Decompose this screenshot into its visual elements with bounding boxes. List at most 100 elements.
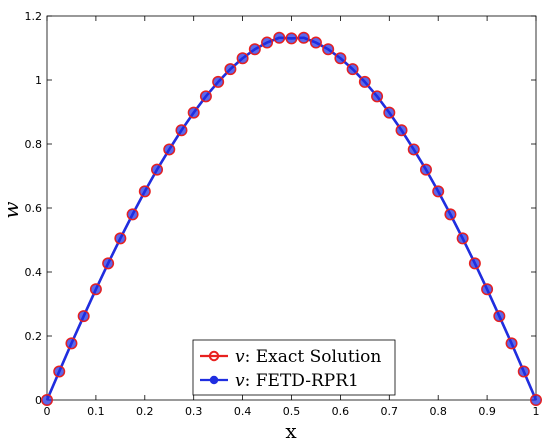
data-point-exact [517,365,530,378]
data-point-fetd [519,366,529,377]
y-tick-label: 1.2 [25,10,43,23]
data-point-fetd [274,33,284,43]
x-tick-label: 0.5 [283,405,301,418]
y-tick-label: 0 [35,394,42,407]
plot-area [46,15,537,401]
data-point-fetd [458,233,468,243]
data-point-exact [334,52,347,65]
y-axis-label: w [0,201,23,218]
data-point-fetd [189,108,199,118]
data-point-exact [371,90,384,103]
legend-label-fetd: v: FETD-RPR1 [235,371,359,391]
x-tick-label: 0.7 [381,405,399,418]
data-point-fetd [299,33,309,43]
data-point-fetd [250,44,260,54]
data-point-fetd [372,91,382,101]
legend-text-fetd: : FETD-RPR1 [245,371,359,391]
data-point-fetd [66,338,77,348]
x-tick-label: 0.2 [136,405,154,418]
x-tick-label: 1 [533,405,540,418]
data-point-fetd [115,233,125,243]
data-point-exact [114,232,127,245]
y-axis-ticks: 0 0.2 0.4 0.6 0.8 1 1.2 [25,10,536,407]
data-point-exact [199,90,212,103]
data-point-exact [395,124,408,137]
data-point-fetd [335,53,345,63]
series-markers [40,31,542,406]
data-point-exact [236,52,249,65]
data-point-exact [65,337,78,350]
legend-symbol-exact: v [235,347,245,367]
data-point-exact [432,185,445,198]
x-axis-ticks: 0 0.1 0.2 0.3 0.4 0.5 0.6 0.7 0.8 0.9 1 [44,16,540,418]
data-point-fetd [348,64,358,74]
data-point-fetd [396,125,407,135]
data-point-exact [419,163,432,176]
data-point-exact [493,310,506,323]
data-point-fetd [79,311,89,321]
data-point-exact [309,36,322,49]
data-point-exact [163,143,176,156]
x-tick-label: 0 [44,405,51,418]
y-tick-label: 0.4 [25,266,43,279]
x-tick-label: 0.9 [478,405,496,418]
data-point-exact [212,75,225,88]
data-point-fetd [176,125,187,135]
data-point-exact [273,31,286,44]
data-point-fetd [225,64,235,74]
legend-marker-exact [208,350,220,362]
data-point-exact [89,283,102,296]
data-point-fetd [262,37,272,48]
y-tick-label: 0.2 [25,330,43,343]
legend-label-exact: v: Exact Solution [235,347,381,367]
data-point-fetd [360,77,370,87]
legend-entry-exact: v: Exact Solution [200,347,381,367]
data-point-exact [444,208,457,221]
data-point-fetd [213,77,223,87]
data-point-exact [248,43,261,56]
data-point-exact [322,43,335,56]
data-point-fetd [506,338,517,348]
data-point-exact [285,32,298,45]
data-point-exact [505,337,518,350]
data-point-fetd [54,366,64,377]
legend-symbol-fetd: v [235,371,245,391]
data-point-fetd [409,144,419,155]
data-point-exact [297,31,310,44]
data-point-fetd [445,209,456,219]
data-point-fetd [152,165,162,175]
data-point-fetd [201,91,211,101]
data-point-fetd [494,311,504,321]
legend-marker-fetd [209,375,219,385]
data-point-exact [481,283,494,296]
x-tick-label: 0.1 [87,405,105,418]
data-point-fetd [433,186,443,196]
data-point-exact [468,257,481,270]
legend-entry-fetd: v: FETD-RPR1 [200,371,359,391]
data-point-fetd [323,44,333,54]
data-point-fetd [42,395,52,405]
data-point-exact [138,185,151,198]
data-point-exact [224,63,237,76]
data-point-fetd [482,284,492,294]
x-tick-label: 0.3 [185,405,203,418]
data-point-exact [383,106,396,119]
data-point-fetd [384,108,394,118]
data-point-exact [53,365,66,378]
data-point-exact [40,393,53,406]
data-point-exact [151,163,164,176]
data-point-fetd [238,53,248,63]
data-point-exact [358,75,371,88]
y-tick-label: 0.6 [25,202,43,215]
x-tick-label: 0.4 [234,405,252,418]
data-point-exact [346,63,359,76]
data-point-fetd [286,33,297,44]
data-point-exact [175,124,188,137]
y-tick-label: 1 [35,74,42,87]
data-point-fetd [164,144,174,155]
legend: v: Exact Solution v: FETD-RPR1 [192,339,396,396]
legend-text-exact: : Exact Solution [245,347,382,367]
data-point-exact [77,310,90,323]
data-point-fetd [103,258,113,268]
